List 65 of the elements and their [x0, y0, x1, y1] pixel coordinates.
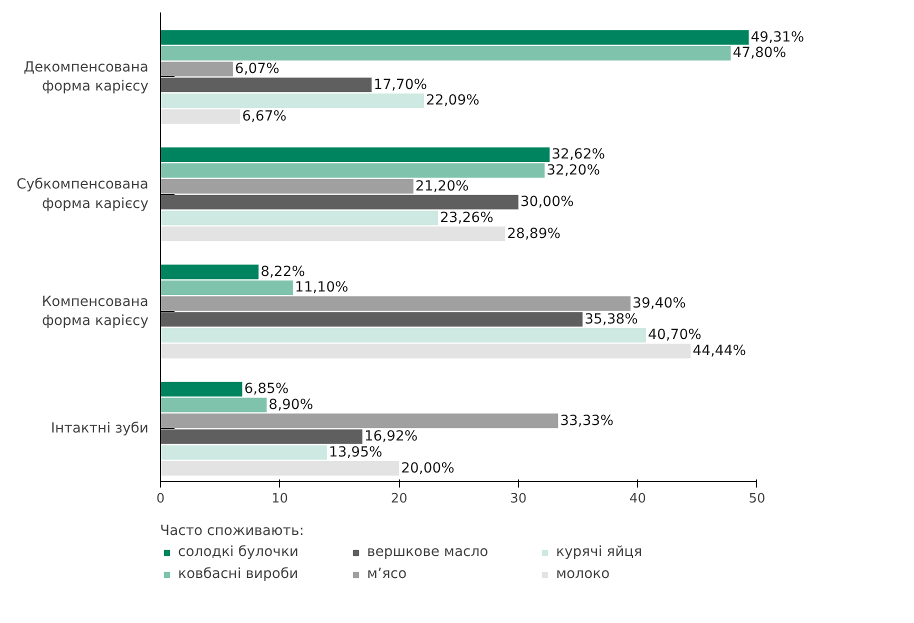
data-label: 6,07%: [234, 61, 280, 78]
data-label: 32,62%: [552, 146, 606, 163]
bar: [160, 280, 293, 296]
data-label: 47,80%: [732, 45, 786, 62]
data-label: 30,00%: [520, 194, 574, 210]
bar: [160, 30, 749, 45]
bar: [160, 226, 506, 242]
bar: [160, 296, 631, 311]
bar: [160, 264, 259, 280]
y-tick-label: Субкомпенсована форма карієсу: [16, 176, 149, 212]
data-label: 17,70%: [374, 76, 428, 93]
bar: [160, 194, 518, 210]
bar: [160, 93, 424, 108]
x-tick-label: 10: [272, 492, 288, 506]
legend-label: курячі яйця: [556, 544, 644, 560]
data-label: 28,89%: [507, 226, 561, 242]
bar: [160, 328, 646, 343]
data-label: 6,85%: [244, 381, 289, 398]
data-label: 8,22%: [260, 264, 306, 280]
bar: [160, 46, 731, 61]
x-tick-label: 40: [629, 492, 646, 506]
data-label: 33,33%: [560, 412, 614, 429]
bar: [160, 179, 414, 194]
x-tick-label: 50: [748, 492, 766, 506]
data-label: 40,70%: [648, 327, 702, 344]
bar: [160, 398, 267, 412]
legend-label: м’ясо: [367, 566, 408, 582]
y-tick-label: Інтактні зуби: [50, 420, 149, 437]
data-label: 21,20%: [415, 178, 469, 194]
legend-label: молоко: [556, 566, 611, 582]
data-label: 35,38%: [584, 311, 638, 328]
bar: [160, 344, 691, 358]
x-tick-label: 0: [156, 492, 165, 506]
data-label: 8,90%: [268, 396, 314, 413]
data-label: 22,09%: [426, 92, 480, 109]
y-tick-label: Декомпенсована форма карієсу: [24, 59, 149, 95]
data-label: 23,26%: [440, 210, 494, 226]
legend-label: солодкі булочки: [178, 544, 300, 560]
bar: [160, 382, 242, 396]
data-label: 32,20%: [546, 162, 600, 178]
data-label: 49,31%: [750, 29, 804, 46]
data-label: 39,40%: [632, 296, 686, 312]
bar: [160, 109, 240, 124]
x-tick-label: 30: [510, 492, 527, 506]
bar: [160, 312, 583, 327]
x-tick-label: 20: [390, 492, 408, 506]
bar: [160, 445, 327, 460]
bar: [160, 414, 558, 428]
legend-label: ковбасні вироби: [178, 566, 300, 582]
bar: [160, 78, 372, 92]
data-label: 13,95%: [328, 444, 382, 460]
y-tick-label: Компенсована форма карієсу: [42, 294, 149, 330]
data-label: 44,44%: [692, 343, 746, 360]
legend-label: вершкове масло: [367, 544, 490, 560]
bar: [160, 461, 400, 476]
bar: [160, 163, 545, 178]
bar: [160, 62, 233, 76]
data-label: 16,92%: [364, 428, 418, 445]
data-label: 20,00%: [401, 460, 454, 476]
data-label: 6,67%: [242, 108, 287, 125]
legend-title: Часто споживають:: [160, 523, 305, 539]
bar: [160, 147, 550, 162]
data-label: 11,10%: [294, 280, 348, 296]
bar: [160, 210, 438, 226]
bar: [160, 429, 362, 444]
